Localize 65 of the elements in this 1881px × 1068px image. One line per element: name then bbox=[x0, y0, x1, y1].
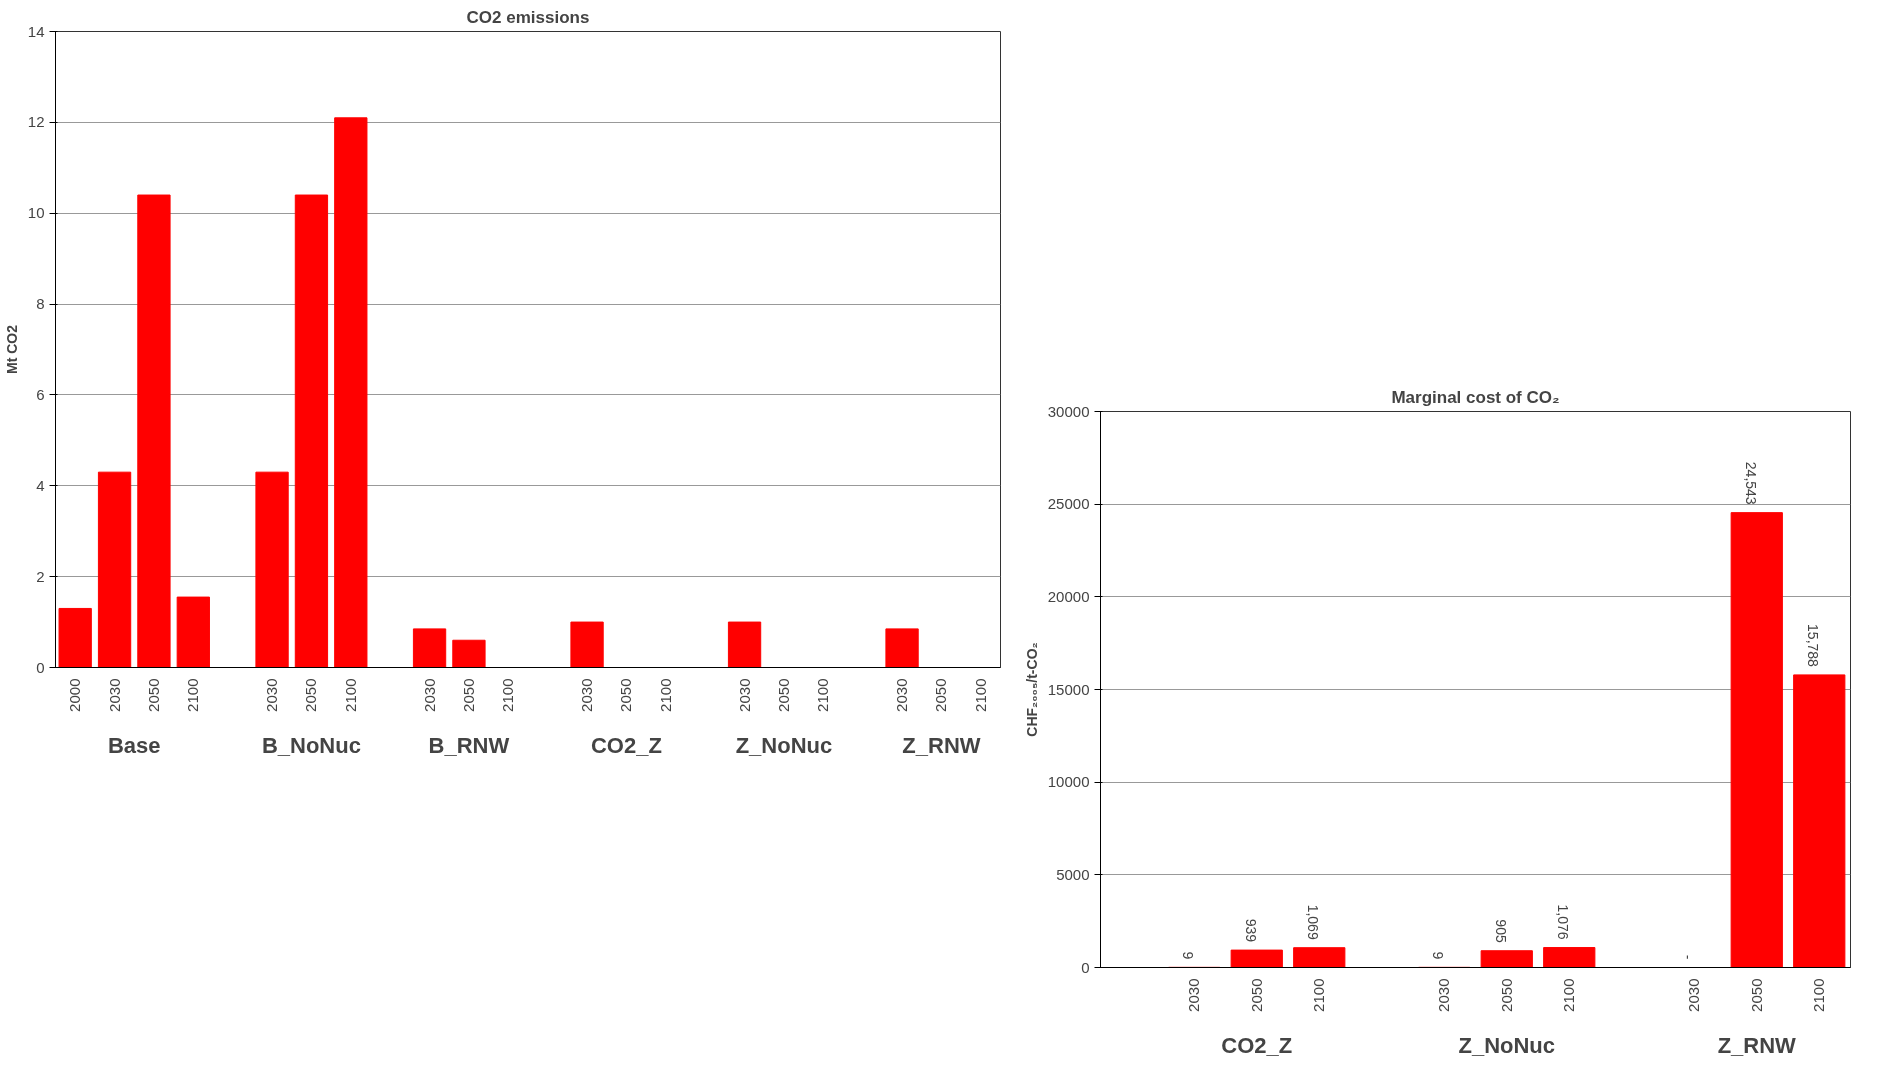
y-tick-label: 10 bbox=[27, 204, 45, 222]
y-tick-label: 0 bbox=[36, 658, 45, 676]
text: CO2_Z bbox=[590, 732, 662, 758]
x-tick-label: 2100 bbox=[1810, 978, 1828, 1012]
data-label: 1,069 bbox=[1305, 904, 1322, 940]
x-tick-label: 2030 bbox=[263, 678, 281, 712]
x-tick-label: 2050 bbox=[1497, 978, 1515, 1012]
x-tick-label: 2050 bbox=[144, 678, 162, 712]
y-tick-label: 10000 bbox=[1047, 773, 1090, 791]
y-tick-label: 12 bbox=[27, 113, 45, 131]
x-tick-label: 2030 bbox=[735, 678, 753, 712]
text: Z_NoNuc bbox=[1458, 1032, 1556, 1058]
x-tick-label: 2030 bbox=[1685, 978, 1703, 1012]
y-tick-label: 25000 bbox=[1047, 495, 1090, 513]
x-tick-label: 2050 bbox=[302, 678, 320, 712]
chart-title: Marginal cost of CO₂ bbox=[1391, 387, 1560, 407]
x-tick-label: 2050 bbox=[1747, 978, 1765, 1012]
text: Z_RNW bbox=[1717, 1032, 1797, 1058]
data-label: 9 bbox=[1180, 951, 1197, 960]
data-label: 15,788 bbox=[1805, 624, 1822, 668]
x-tick-label: 2030 bbox=[420, 678, 438, 712]
text: Base bbox=[107, 732, 161, 758]
y-tick-label: 30000 bbox=[1047, 402, 1090, 420]
x-tick-label: 2100 bbox=[971, 678, 989, 712]
x-tick-label: 2050 bbox=[932, 678, 950, 712]
text: Z_RNW bbox=[902, 732, 981, 758]
y-tick-label: 6 bbox=[36, 385, 45, 403]
data-label: 905 bbox=[1492, 919, 1509, 943]
x-tick-label: 2100 bbox=[1560, 978, 1578, 1012]
x-tick-label: 2050 bbox=[774, 678, 792, 712]
data-label: 939 bbox=[1242, 918, 1259, 943]
x-tick-label: 2100 bbox=[341, 678, 359, 712]
y-axis-title: CHF₂₀₀₅/t-CO₂ bbox=[1023, 642, 1040, 737]
x-tick-label: 2100 bbox=[184, 678, 202, 712]
y-tick-label: 20000 bbox=[1047, 587, 1090, 605]
text: B_RNW bbox=[428, 732, 510, 758]
x-tick-label: 2100 bbox=[499, 678, 517, 712]
x-tick-label: 2100 bbox=[656, 678, 674, 712]
y-tick-label: 8 bbox=[36, 295, 45, 313]
x-tick-label: 2030 bbox=[1435, 978, 1453, 1012]
data-label: 1,076 bbox=[1555, 904, 1572, 940]
y-axis-title: Mt CO2 bbox=[3, 324, 20, 374]
x-tick-label: 2030 bbox=[105, 678, 123, 712]
x-tick-label: 2030 bbox=[1185, 978, 1203, 1012]
x-tick-label: 2030 bbox=[578, 678, 596, 712]
x-tick-label: 2050 bbox=[459, 678, 477, 712]
text: Z_NoNuc bbox=[735, 732, 833, 758]
data-label: 9 bbox=[1430, 951, 1447, 960]
text: CO2_Z bbox=[1221, 1032, 1293, 1058]
data-label: 24,543 bbox=[1742, 461, 1759, 505]
x-tick-label: 2050 bbox=[617, 678, 635, 712]
y-tick-label: 15000 bbox=[1047, 680, 1090, 698]
x-tick-label: 2050 bbox=[1247, 978, 1265, 1012]
y-tick-label: 0 bbox=[1081, 958, 1090, 976]
x-tick-label: 2000 bbox=[66, 678, 84, 712]
chart-title: CO2 emissions bbox=[466, 7, 590, 27]
x-tick-label: 2100 bbox=[1310, 978, 1328, 1012]
y-tick-label: 14 bbox=[27, 22, 45, 40]
x-tick-label: 2030 bbox=[893, 678, 911, 712]
y-tick-label: 2 bbox=[36, 567, 45, 585]
y-tick-label: 5000 bbox=[1056, 865, 1090, 883]
y-tick-label: 4 bbox=[36, 476, 45, 494]
data-label: - bbox=[1680, 954, 1697, 960]
x-tick-label: 2100 bbox=[814, 678, 832, 712]
text: B_NoNuc bbox=[261, 732, 361, 758]
